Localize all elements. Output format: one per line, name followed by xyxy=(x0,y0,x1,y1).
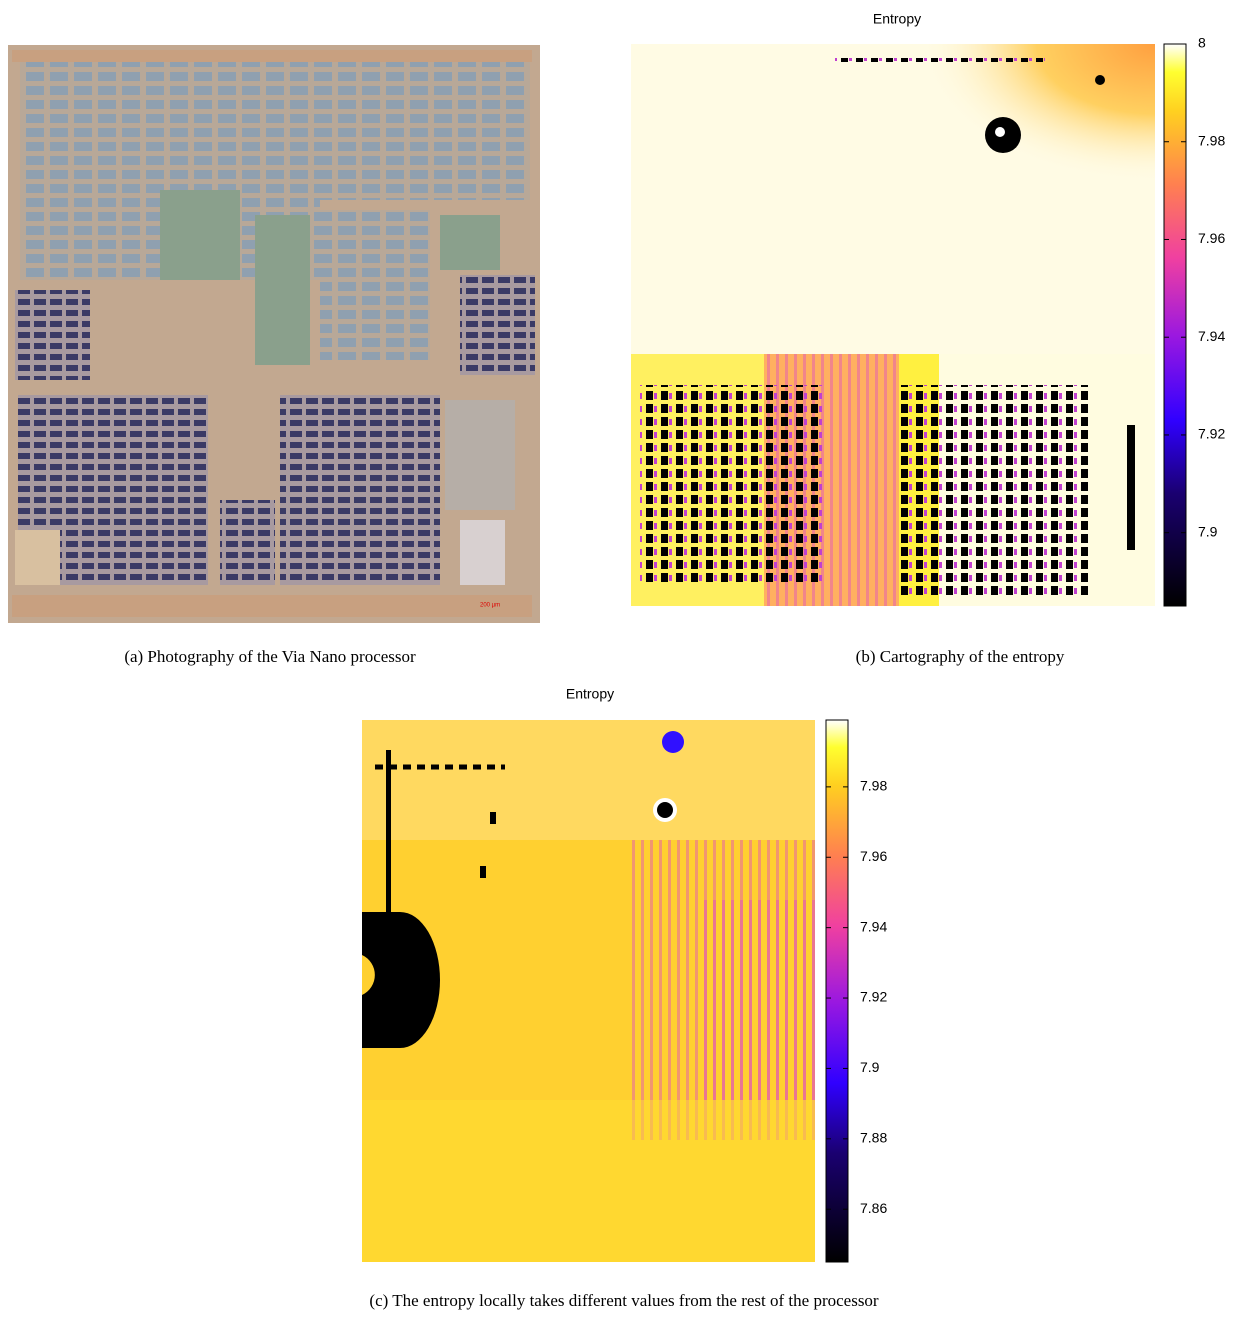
colorbar-tick-label: 7.9 xyxy=(860,1059,880,1075)
colorbar-tick-label: 7.98 xyxy=(1198,132,1225,148)
colorbar-tick-label: 7.94 xyxy=(860,918,887,934)
colorbar-tick-label: 7.96 xyxy=(1198,230,1225,246)
colorbar xyxy=(1163,43,1187,607)
colorbar-tick-label: 7.88 xyxy=(860,1130,887,1146)
entropy-map xyxy=(631,44,1155,606)
chart-title: Entropy xyxy=(566,686,614,702)
colorbar-tick-label: 7.92 xyxy=(860,989,887,1005)
colorbar-tick-label: 7.96 xyxy=(860,848,887,864)
scale-label: 200 µm xyxy=(480,603,500,609)
caption: (b) Cartography of the entropy xyxy=(856,647,1065,666)
caption: (a) Photography of the Via Nano processo… xyxy=(124,647,416,666)
processor-photo: 200 µm xyxy=(8,45,540,623)
caption: (c) The entropy locally takes different … xyxy=(369,1291,879,1310)
colorbar-tick-label: 7.86 xyxy=(860,1200,887,1216)
entropy-map xyxy=(362,720,815,1262)
colorbar-tick-label: 7.92 xyxy=(1198,426,1225,442)
colorbar-tick-label: 8 xyxy=(1198,35,1206,51)
chart-title: Entropy xyxy=(873,11,921,27)
colorbar-tick-label: 7.94 xyxy=(1198,328,1225,344)
colorbar xyxy=(825,719,849,1263)
colorbar-tick-label: 7.9 xyxy=(1198,523,1218,539)
colorbar-tick-label: 7.98 xyxy=(860,778,887,794)
